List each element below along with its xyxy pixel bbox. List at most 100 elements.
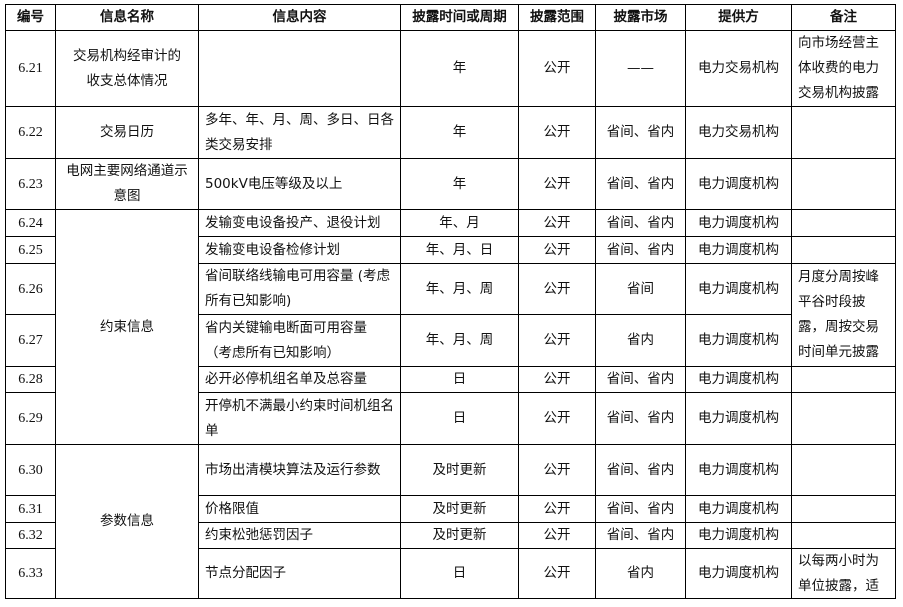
cell-market: 省间、省内: [595, 366, 686, 393]
cell-market: 省间、省内: [595, 392, 686, 445]
cell-id: 6.22: [5, 106, 56, 159]
cell-id: 6.33: [5, 548, 56, 599]
cell-provider: 电力调度机构: [685, 495, 792, 523]
cell-market: ——: [595, 30, 686, 107]
cell-content: 节点分配因子: [198, 548, 401, 599]
cell-scope: 公开: [518, 548, 596, 599]
cell-content: 市场出清模块算法及运行参数: [198, 444, 401, 496]
cell-name: 电网主要网络通道示意图: [55, 158, 199, 210]
header-provider: 提供方: [685, 4, 792, 31]
cell-content: 开停机不满最小约束时间机组名单: [198, 392, 401, 445]
cell-name-group: 参数信息: [55, 444, 199, 599]
cell-scope: 公开: [518, 495, 596, 523]
table-row: 6.30 参数信息 市场出清模块算法及运行参数 及时更新 公开 省间、省内 电力…: [5, 444, 896, 599]
cell-market: 省间、省内: [595, 236, 686, 264]
cell-remark: 月度分周按峰平谷时段披露，周按交易时间单元披露: [791, 263, 896, 367]
cell-remark: [791, 106, 896, 159]
cell-remark: 以每两小时为单位披露，适: [791, 548, 896, 599]
table-row: 6.33 节点分配因子 日 公开 省内 电力调度机构 以每两小时为单位披露，适: [5, 548, 896, 599]
cell-remark: [791, 522, 896, 549]
cell-name-group: 约束信息: [55, 209, 199, 445]
cell-scope: 公开: [518, 314, 596, 367]
cell-period: 年: [400, 158, 519, 210]
cell-id: 6.32: [5, 522, 56, 549]
table-row: 6.24 约束信息 发输变电设备投产、退役计划 年、月 公开 省间、省内 电力调…: [5, 209, 896, 445]
cell-scope: 公开: [518, 30, 596, 107]
cell-period: 及时更新: [400, 522, 519, 549]
cell-period: 年、月、日: [400, 236, 519, 264]
cell-content: 发输变电设备投产、退役计划: [198, 209, 401, 237]
cell-provider: 电力调度机构: [685, 366, 792, 393]
cell-scope: 公开: [518, 522, 596, 549]
cell-provider: 电力调度机构: [685, 263, 792, 315]
cell-scope: 公开: [518, 236, 596, 264]
cell-remark: [791, 209, 896, 237]
cell-market: 省内: [595, 548, 686, 599]
table-row: 6.27 省内关键输电断面可用容量 （考虑所有已知影响） 年、月、周 公开 省内…: [5, 314, 896, 367]
cell-content: 多年、年、月、周、多日、日各类交易安排: [198, 106, 401, 159]
cell-scope: 公开: [518, 444, 596, 496]
header-period: 披露时间或周期: [400, 4, 519, 31]
cell-content: 500kV电压等级及以上: [198, 158, 401, 210]
cell-market: 省间、省内: [595, 522, 686, 549]
cell-content: 发输变电设备检修计划: [198, 236, 401, 264]
header-name: 信息名称: [55, 4, 199, 31]
cell-period: 日: [400, 366, 519, 393]
cell-period: 年、月: [400, 209, 519, 237]
cell-scope: 公开: [518, 392, 596, 445]
cell-provider: 电力调度机构: [685, 392, 792, 445]
cell-period: 年: [400, 106, 519, 159]
header-scope: 披露范围: [518, 4, 596, 31]
table-row: 6.25 发输变电设备检修计划 年、月、日 公开 省间、省内 电力调度机构: [5, 236, 896, 264]
table-row: 6.22 交易日历 多年、年、月、周、多日、日各类交易安排 年 公开 省间、省内…: [5, 106, 896, 159]
cell-market: 省间: [595, 263, 686, 315]
cell-provider: 电力交易机构: [685, 106, 792, 159]
header-content: 信息内容: [198, 4, 401, 31]
cell-id: 6.28: [5, 366, 56, 393]
cell-period: 及时更新: [400, 495, 519, 523]
cell-provider: 电力调度机构: [685, 236, 792, 264]
cell-period: 日: [400, 392, 519, 445]
cell-scope: 公开: [518, 106, 596, 159]
header-id: 编号: [5, 4, 56, 31]
cell-id: 6.30: [5, 444, 56, 496]
table-row: 6.32 约束松弛惩罚因子 及时更新 公开 省间、省内 电力调度机构: [5, 522, 896, 549]
cell-scope: 公开: [518, 158, 596, 210]
cell-id: 6.29: [5, 392, 56, 445]
table-row: 6.21 交易机构经审计的收支总体情况 年 公开 —— 电力交易机构 向市场经营…: [5, 30, 896, 107]
table-row: 6.23 电网主要网络通道示意图 500kV电压等级及以上 年 公开 省间、省内…: [5, 158, 896, 210]
cell-remark: 向市场经营主体收费的电力交易机构披露: [791, 30, 896, 107]
cell-provider: 电力调度机构: [685, 314, 792, 367]
cell-provider: 电力调度机构: [685, 548, 792, 599]
cell-remark: [791, 392, 896, 445]
cell-id: 6.26: [5, 263, 56, 315]
cell-market: 省间、省内: [595, 106, 686, 159]
header-row: 编号 信息名称 信息内容 披露时间或周期 披露范围 披露市场 提供方 备注: [5, 4, 896, 31]
cell-provider: 电力调度机构: [685, 522, 792, 549]
table-row: 6.26 省间联络线输电可用容量 (考虑所有已知影响) 年、月、周 公开 省间 …: [5, 263, 896, 367]
cell-period: 年、月、周: [400, 263, 519, 315]
cell-remark: [791, 366, 896, 393]
header-market: 披露市场: [595, 4, 686, 31]
cell-market: 省间、省内: [595, 209, 686, 237]
cell-content: [198, 30, 401, 107]
cell-remark: [791, 158, 896, 210]
cell-id: 6.25: [5, 236, 56, 264]
cell-content: 价格限值: [198, 495, 401, 523]
cell-market: 省间、省内: [595, 444, 686, 496]
cell-content: 必开必停机组名单及总容量: [198, 366, 401, 393]
cell-period: 年、月、周: [400, 314, 519, 367]
cell-remark: [791, 495, 896, 523]
cell-remark-text: 以每两小时为单位披露，适: [798, 553, 879, 594]
cell-remark: [791, 236, 896, 264]
cell-name: 交易日历: [55, 106, 199, 159]
cell-id: 6.31: [5, 495, 56, 523]
cell-market: 省间、省内: [595, 158, 686, 210]
cell-market: 省内: [595, 314, 686, 367]
cell-scope: 公开: [518, 263, 596, 315]
cell-id: 6.21: [5, 30, 56, 107]
cell-period: 及时更新: [400, 444, 519, 496]
cell-id: 6.27: [5, 314, 56, 367]
header-remark: 备注: [791, 4, 896, 31]
cell-scope: 公开: [518, 366, 596, 393]
